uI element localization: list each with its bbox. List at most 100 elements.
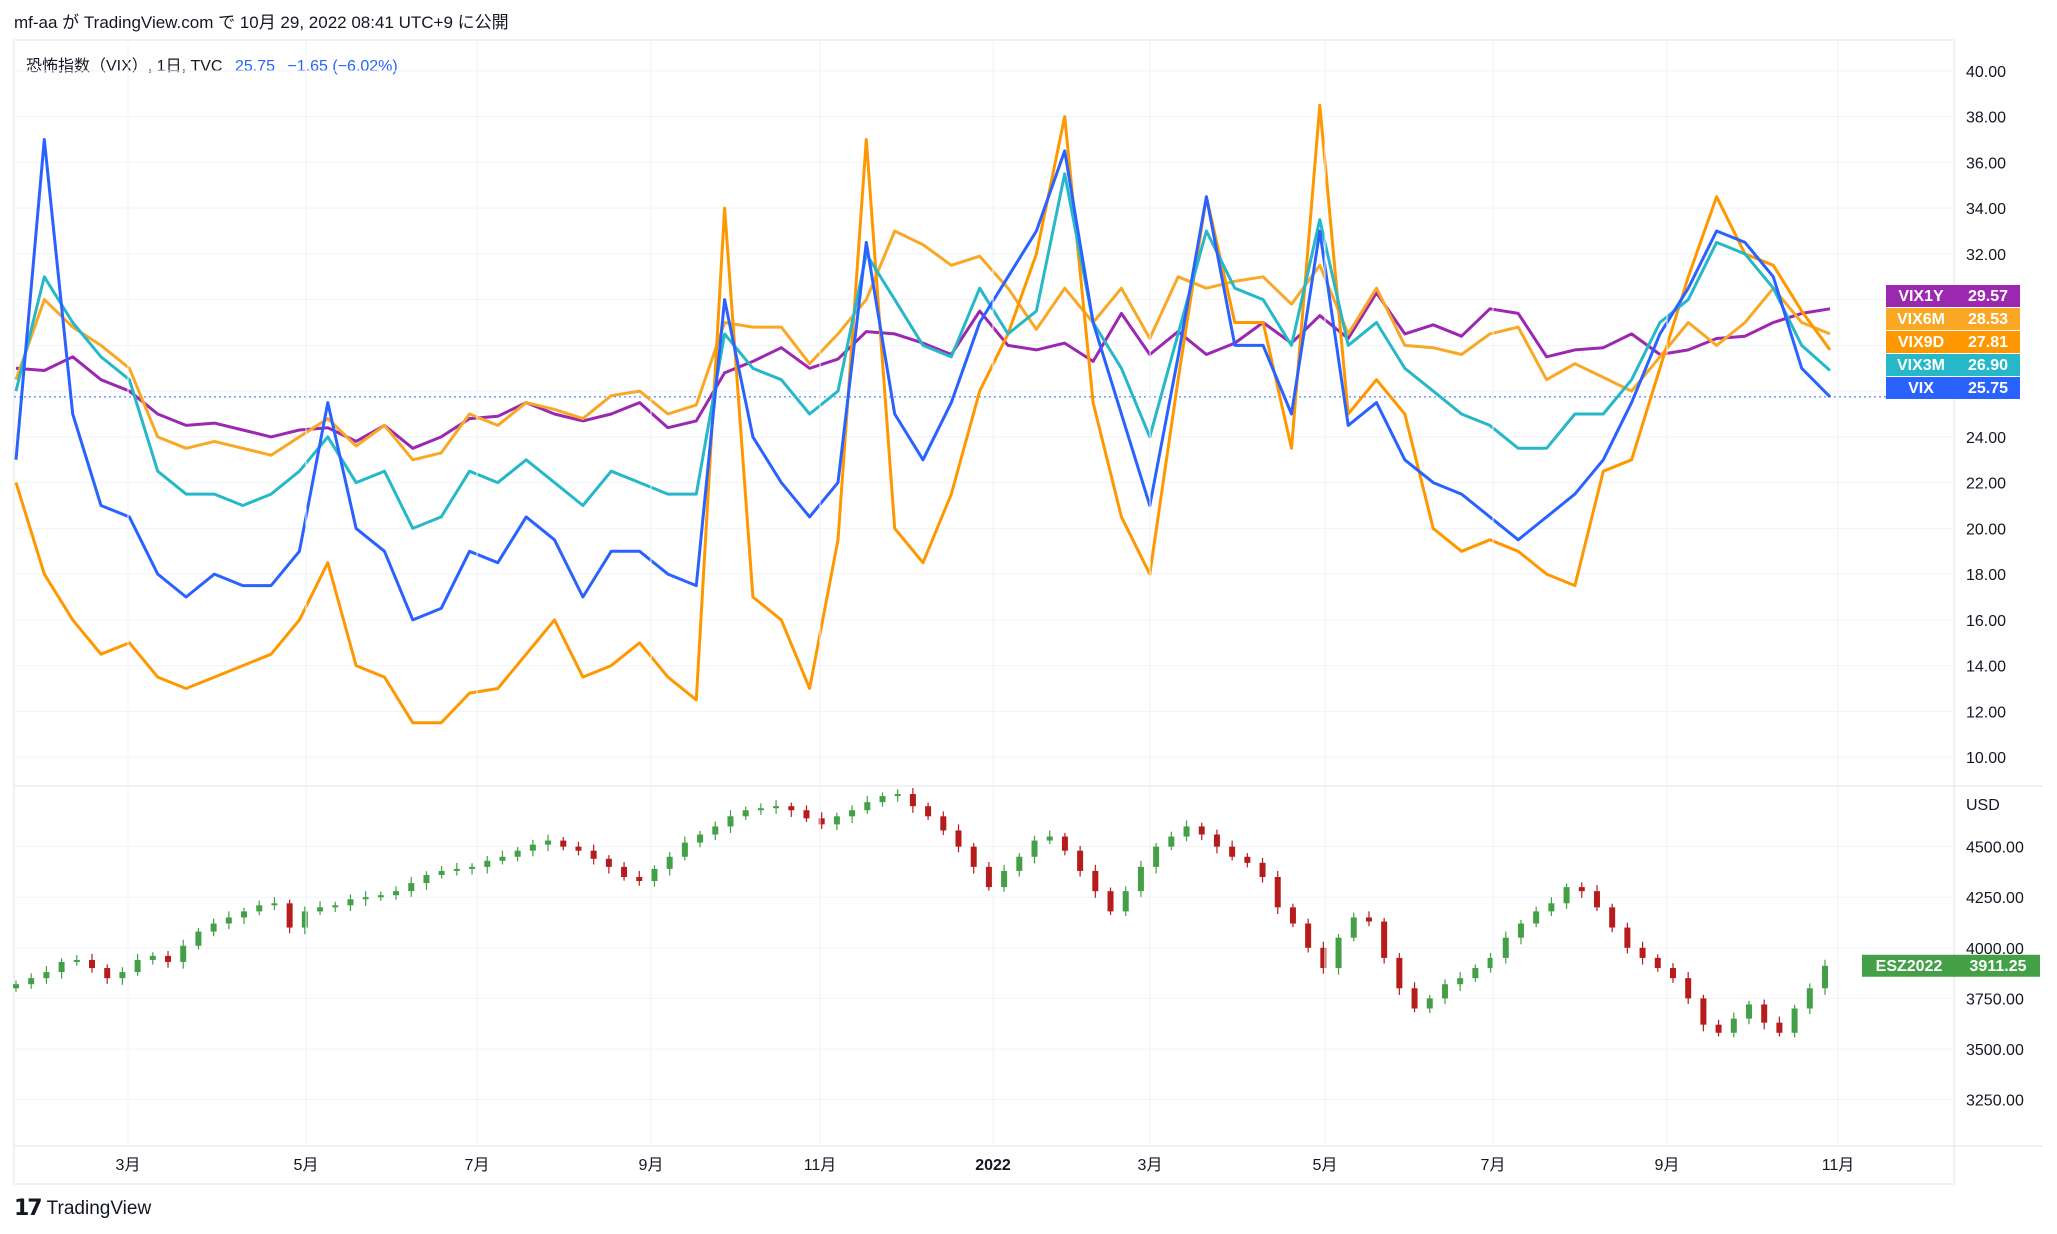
vix-line-vix1y [15,291,1831,450]
es-candle-body [377,895,384,898]
es-candle-body [210,923,217,932]
es-candle-body [636,876,643,882]
time-tick-label: 3月 [116,1157,141,1174]
es-candle-body [13,984,19,989]
vix-badge-name-bg [1886,377,1956,399]
vix-badge-value: 28.53 [1968,311,2008,328]
vix-badge-value: 25.75 [1968,380,2008,397]
time-tick-label: 2022 [975,1157,1011,1174]
es-candle-body [499,856,506,861]
es-candle-body [1320,947,1327,969]
vix-badge-name: VIX [1908,380,1934,397]
es-candle-body [1654,957,1661,969]
time-tick-label: 3月 [1138,1157,1163,1174]
vix-tick-label: 20.00 [1966,521,2006,538]
es-candle-body [1259,862,1266,877]
vix-tick-label: 38.00 [1966,110,2006,127]
vix-line-vix3m [14,172,1831,530]
es-candle-body [1578,887,1585,892]
es-candle-body [621,866,628,877]
es-badge-value-bg [1956,954,2040,977]
es-candle-body [134,959,141,973]
es-candle-body [575,846,582,851]
es-candle-body [1776,1022,1783,1033]
es-candle-body [1806,988,1813,1009]
vix-badge-value-bg [1956,354,2020,376]
es-candle-body [1639,947,1646,958]
es-candle-body [894,794,901,797]
publish-header: mf-aa が TradingView.com で 10月 29, 2022 0… [14,13,509,32]
es-candle-body [1745,1004,1752,1019]
es-candle-body [119,972,126,979]
footer-brand[interactable]: 17 TradingView [14,1196,151,1221]
es-candle-body [73,959,80,962]
es-candle-body [1396,957,1403,989]
es-candle-body [757,808,764,811]
es-candle-body [560,840,567,847]
es-tick-label: 4500.00 [1966,840,2024,857]
es-tick-label: 4250.00 [1966,890,2024,907]
vix-tick-label: 24.00 [1966,430,2006,447]
es-candle-body [1593,891,1600,908]
es-candle-body [423,874,430,884]
es-candle-body [1441,984,1448,999]
es-candle-body [1624,927,1631,948]
vix-tick-label: 14.00 [1966,659,2006,676]
es-candle-body [1229,846,1236,857]
vix-tick-label: 36.00 [1966,155,2006,172]
es-candle-body [271,903,278,906]
es-candle-body [1457,978,1464,985]
es-tick-label: 3750.00 [1966,991,2024,1008]
es-candle-body [104,968,111,979]
time-tick-label: 9月 [1655,1157,1680,1174]
es-candle-body [1426,998,1433,1009]
es-candle-body [1730,1018,1737,1033]
time-tick-label: 7月 [1481,1157,1506,1174]
es-candle-body [1213,834,1220,847]
es-candle-body [970,846,977,867]
time-tick-label: 11月 [804,1157,837,1174]
es-candle-body [484,860,491,867]
es-candle-body [408,883,415,892]
es-candle-body [1107,891,1114,912]
vix-badge-value-bg [1956,377,2020,399]
es-candle-body [286,903,293,928]
panel-borders [13,39,2042,1185]
vix-price-axis: 40.0038.0036.0034.0032.0030.0028.0026.00… [1966,64,2006,767]
es-candle-body [545,840,552,845]
time-tick-label: 11月 [1822,1157,1855,1174]
vix-tick-label: 10.00 [1966,750,2006,767]
es-candle-body [362,897,369,900]
es-candle-body [180,945,187,962]
vix-line-vix [14,138,1832,622]
vix-tick-label: 34.00 [1966,201,2006,218]
vix-badge-name-bg [1886,308,1956,330]
es-candle-body [864,802,871,811]
es-candle-body [317,907,324,912]
vix-line-vix6m [14,229,1831,462]
vix-tick-label: 18.00 [1966,567,2006,584]
es-candle-body [712,826,719,835]
vix-badge-value-bg [1956,331,2020,353]
es-candle-body [1609,907,1616,928]
es-tick-label: 4000.00 [1966,941,2024,958]
es-candle-body [1715,1024,1722,1033]
vix-badge-value: 26.90 [1968,357,2008,374]
es-candle-body [773,806,780,809]
es-candle-body [697,834,704,843]
es-candle-body [940,816,947,831]
vix-tick-label: 32.00 [1966,247,2006,264]
footer-brand-text: TradingView [46,1197,152,1219]
es-candle-body [1791,1008,1798,1033]
es-candle-body [149,955,156,960]
vix-badge-value: 29.57 [1968,288,2008,305]
es-candle-body [1350,917,1357,938]
es-candle-body [1031,840,1038,857]
es-candle-body [1761,1004,1768,1023]
vix-tick-label: 40.00 [1966,64,2006,81]
es-candle-body [727,816,734,827]
vix-tick-label: 12.00 [1966,704,2006,721]
tradingview-logo-icon: 17 [14,1196,43,1221]
time-tick-label: 9月 [639,1157,664,1174]
